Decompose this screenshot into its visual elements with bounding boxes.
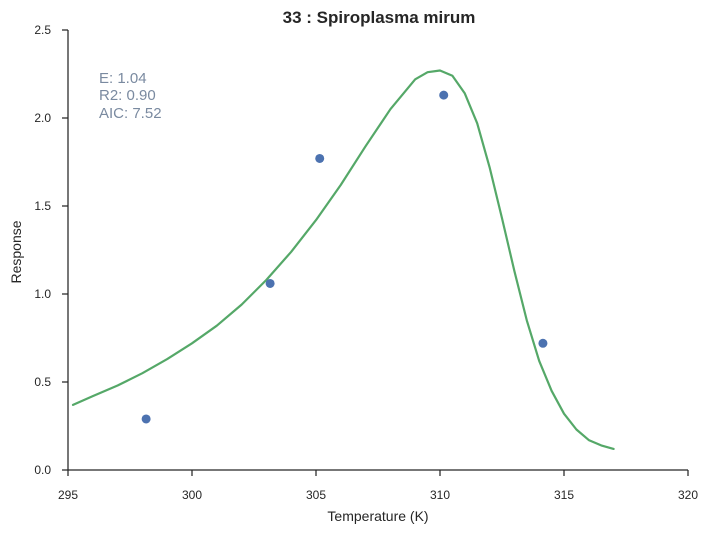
x-ticks: 295 300 305 310 315 320	[58, 470, 698, 502]
y-tick-label: 1.5	[34, 199, 51, 213]
stat-aic: AIC: 7.52	[99, 105, 162, 122]
data-point	[141, 414, 151, 424]
x-tick-label: 310	[430, 488, 450, 502]
data-point	[265, 278, 275, 288]
x-tick-label: 320	[678, 488, 698, 502]
y-tick-label: 0.0	[34, 463, 51, 477]
stat-e: E: 1.04	[99, 70, 147, 87]
data-point	[315, 153, 325, 163]
y-tick-label: 2.0	[34, 111, 51, 125]
x-tick-label: 315	[554, 488, 574, 502]
x-tick-label: 295	[58, 488, 78, 502]
data-point	[439, 90, 449, 100]
y-axis-label: Response	[8, 220, 24, 283]
data-point	[538, 338, 548, 348]
y-tick-label: 0.5	[34, 375, 51, 389]
y-tick-label: 2.5	[34, 23, 51, 37]
fit-statistics: E: 1.04 R2: 0.90 AIC: 7.52	[99, 70, 162, 122]
y-tick-label: 1.0	[34, 287, 51, 301]
x-tick-label: 305	[306, 488, 326, 502]
chart-title: 33 : Spiroplasma mirum	[283, 8, 476, 27]
y-ticks: 0.0 0.5 1.0 1.5 2.0 2.5	[34, 23, 68, 477]
data-points	[141, 90, 548, 424]
fit-curve	[71, 69, 615, 450]
fit-curve-line	[71, 69, 615, 450]
x-axis-label: Temperature (K)	[327, 508, 428, 524]
x-tick-label: 300	[182, 488, 202, 502]
stat-r2: R2: 0.90	[99, 87, 156, 104]
